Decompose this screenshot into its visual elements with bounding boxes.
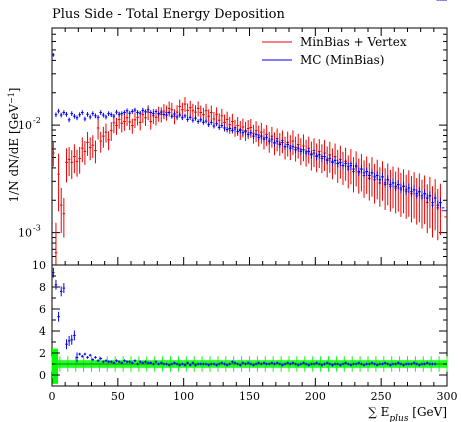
- ratio-y-tick-label: 8: [39, 281, 46, 294]
- ratio-y-tick-label: 10: [32, 259, 46, 272]
- main-y-tick-exponent: -3: [33, 224, 41, 233]
- ratio-y-tick-label: 2: [39, 347, 46, 360]
- main-panel: 10-210-3: [18, 27, 448, 266]
- main-y-tick-label: 10: [18, 119, 32, 132]
- x-tick-label: 0: [49, 390, 56, 403]
- main-frame: [51, 27, 448, 266]
- ratio-band-bar-first: [52, 348, 58, 384]
- chart-title: Plus Side - Total Energy Deposition: [52, 7, 285, 22]
- legend-label-minbias-vertex: MinBias + Vertex: [300, 35, 407, 49]
- ratio-y-tick-label: 6: [39, 303, 46, 316]
- x-tick-label: 250: [371, 390, 392, 403]
- x-tick-label: 300: [437, 390, 458, 403]
- x-tick-label: 100: [173, 390, 194, 403]
- legend-label-mc-minbias: MC (MinBias): [300, 53, 384, 67]
- main-y-tick-exponent: -2: [33, 116, 41, 125]
- series-mc-minbias: [52, 53, 447, 212]
- x-axis-label: ∑ Eplus [GeV]: [368, 405, 447, 422]
- x-tick-label: 200: [305, 390, 326, 403]
- y-axis-label: 1/N dN/dE [GeV−1]: [7, 88, 22, 203]
- x-tick-label: 50: [111, 390, 125, 403]
- main-y-tick-label: 10: [18, 227, 32, 240]
- legend: MinBias + Vertex MC (MinBias): [262, 35, 407, 67]
- ratio-y-tick-label: 0: [39, 369, 46, 382]
- ratio-y-tick-label: 4: [39, 325, 46, 338]
- x-tick-label: 150: [239, 390, 260, 403]
